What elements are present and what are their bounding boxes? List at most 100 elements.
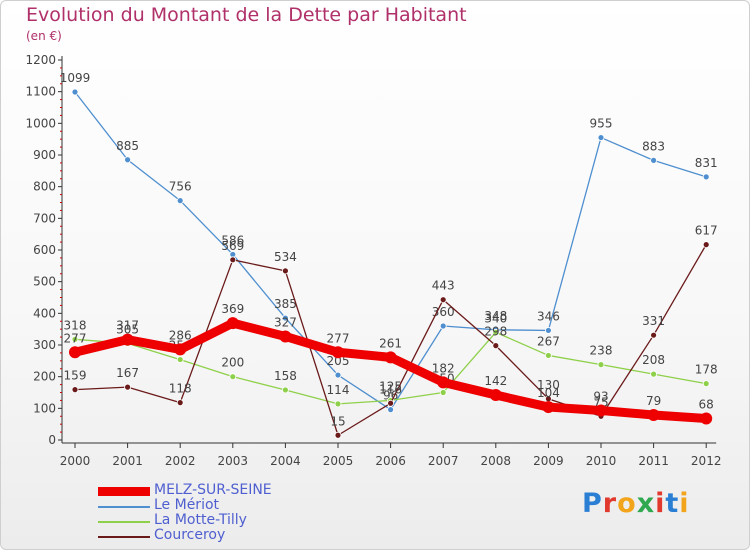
data-label: 15 [330,414,345,428]
data-label: 178 [695,363,718,377]
data-point [71,386,79,394]
data-point [229,373,237,381]
legend-item: MELZ-SUR-SEINE [98,482,358,499]
data-label: 443 [432,279,455,293]
data-label: 369 [221,302,244,316]
legend-item: Le Mériot [98,497,358,514]
data-label: 348 [484,309,507,323]
legend-label: Le Mériot [154,497,220,513]
data-label: 305 [116,322,139,336]
data-label: 158 [274,369,297,383]
chart-title: Evolution du Montant de la Dette par Hab… [26,4,467,26]
data-label: 346 [537,309,560,323]
data-label: 317 [116,319,139,333]
data-label: 167 [116,366,139,380]
data-label: 208 [642,353,665,367]
y-tick-label: 1200 [25,53,56,67]
data-point [387,399,395,407]
data-point [229,256,237,264]
logo-letter: P [582,488,603,519]
data-point [334,431,342,439]
data-point [489,389,502,402]
data-point [650,156,657,164]
data-point [281,386,289,394]
data-point [492,342,500,350]
logo-letter: i [679,488,690,519]
data-label: 114 [327,383,350,397]
data-point [71,88,79,96]
data-point [387,406,395,414]
legend-swatch [98,521,150,523]
data-label: 93 [593,390,608,404]
data-point [439,296,447,304]
legend-swatch [98,487,150,496]
data-point [437,376,450,389]
data-point [597,361,605,369]
logo-letter: i [655,488,666,519]
data-label: 182 [432,361,455,375]
data-label: 277 [327,331,350,345]
y-tick-label: 0 [48,433,56,447]
data-point [121,333,134,346]
data-label: 116 [379,382,402,396]
legend-item: Courceroy [98,527,358,544]
legend-swatch [98,536,150,538]
y-tick-label: 600 [33,243,56,257]
data-point [650,331,657,339]
data-label: 586 [221,233,244,247]
data-point [439,389,447,396]
y-tick-label: 900 [33,148,56,162]
data-point [597,134,605,141]
logo-letter: t [665,488,680,519]
data-point [176,197,184,205]
data-point [384,351,397,364]
data-point [702,241,710,249]
y-tick-label: 200 [33,370,56,384]
data-point [650,370,657,378]
data-point [226,317,239,330]
data-point [545,327,552,334]
logo-letter: r [602,488,618,519]
data-label: 327 [274,315,297,329]
data-label: 267 [537,334,560,348]
proxiti-logo: Proxiti [582,488,690,519]
data-label: 238 [590,344,613,358]
data-point [279,330,292,343]
data-point [69,346,81,359]
data-label: 118 [169,382,192,396]
data-point [439,322,447,330]
data-label: 298 [484,325,507,339]
data-label: 385 [274,297,297,311]
logo-letter: o [617,488,637,519]
y-tick-label: 500 [33,275,56,289]
data-label: 885 [116,139,139,153]
data-point [542,401,555,414]
y-tick-label: 700 [33,211,56,225]
x-tick-label: 2004 [270,454,301,468]
data-label: 883 [642,139,665,153]
x-tick-label: 2009 [533,454,564,468]
data-label: 831 [695,156,718,170]
data-label: 75 [593,395,608,409]
data-point [176,356,184,363]
x-tick-label: 2005 [323,454,354,468]
data-point [334,400,342,408]
data-point [702,173,710,181]
data-label: 756 [169,180,192,194]
x-tick-label: 2002 [165,454,196,468]
legend-label: La Motte-Tilly [154,512,247,528]
chart-subtitle: (en €) [26,29,62,43]
data-label: 96 [383,389,398,403]
data-point [124,156,131,164]
data-point [647,408,660,421]
y-tick-label: 300 [33,338,56,352]
legend-item: La Motte-Tilly [98,512,358,529]
data-label: 68 [699,397,714,411]
logo-letter: x [636,488,656,519]
data-label: 277 [64,331,87,345]
x-tick-label: 2011 [638,454,669,468]
data-point [124,383,131,391]
data-label: 159 [64,369,87,383]
